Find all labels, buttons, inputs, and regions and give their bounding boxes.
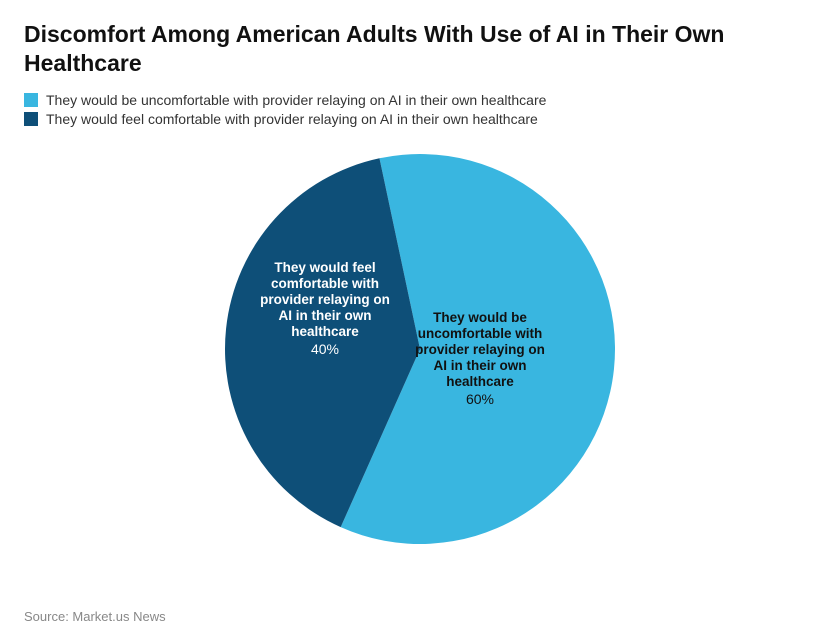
legend-item: They would feel comfortable with provide…	[24, 111, 816, 127]
legend-label: They would feel comfortable with provide…	[46, 111, 538, 127]
legend-swatch	[24, 93, 38, 107]
pie-chart: They would beuncomfortable withprovider …	[24, 139, 816, 559]
chart-title: Discomfort Among American Adults With Us…	[24, 20, 816, 78]
source-attribution: Source: Market.us News	[24, 609, 166, 624]
legend-item: They would be uncomfortable with provide…	[24, 92, 816, 108]
legend-swatch	[24, 112, 38, 126]
legend: They would be uncomfortable with provide…	[24, 92, 816, 127]
legend-label: They would be uncomfortable with provide…	[46, 92, 546, 108]
